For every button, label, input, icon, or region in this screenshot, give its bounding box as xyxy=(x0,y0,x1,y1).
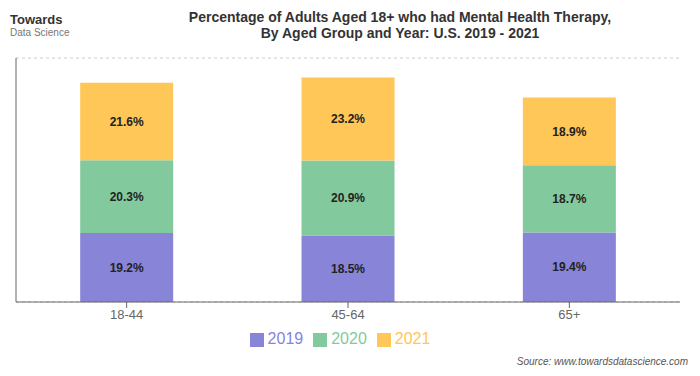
html-text:Data Science: Data Science xyxy=(10,27,70,38)
html-text:Source: www.towardsdatascience: Source: www.towardsdatascience.com xyxy=(516,356,688,367)
svg-text:65+: 65+ xyxy=(558,307,580,322)
svg-text:18.9%: 18.9% xyxy=(552,125,586,139)
svg-text:20.9%: 20.9% xyxy=(331,191,365,205)
html-text:Towards: Towards xyxy=(10,12,63,27)
svg-text:18.5%: 18.5% xyxy=(331,262,365,276)
svg-text:21.6%: 21.6% xyxy=(110,115,144,129)
html-text:By Aged Group and Year: U.S. 2: By Aged Group and Year: U.S. 2019 - 2021 xyxy=(260,25,540,41)
svg-text:19.2%: 19.2% xyxy=(110,261,144,275)
svg-text:23.2%: 23.2% xyxy=(331,112,365,126)
html-text:Percentage of Adults Aged 18+: Percentage of Adults Aged 18+ who had Me… xyxy=(188,9,612,25)
html-text:2019: 2019 xyxy=(267,330,304,347)
svg-text:45-64: 45-64 xyxy=(331,307,364,322)
html-text:2021: 2021 xyxy=(394,330,431,347)
svg-text:18.7%: 18.7% xyxy=(552,192,586,206)
html-text:2020: 2020 xyxy=(331,330,367,347)
svg-text:19.4%: 19.4% xyxy=(552,260,586,274)
svg-text:20.3%: 20.3% xyxy=(110,190,144,204)
svg-text:18-44: 18-44 xyxy=(110,307,143,322)
